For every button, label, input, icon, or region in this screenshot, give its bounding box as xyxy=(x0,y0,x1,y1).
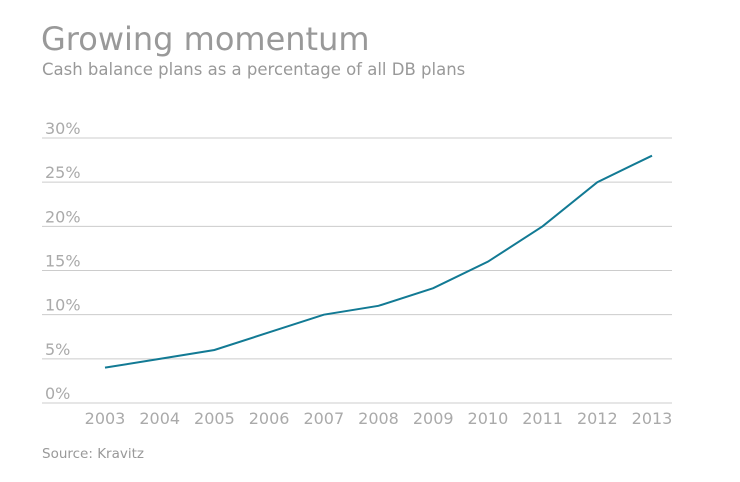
x-tick-label: 2004 xyxy=(139,409,180,428)
x-tick-label: 2008 xyxy=(358,409,399,428)
x-tick-label: 2010 xyxy=(468,409,509,428)
chart-title: Growing momentum xyxy=(41,20,370,58)
series-line xyxy=(104,154,653,369)
x-tick-label: 2013 xyxy=(632,409,673,428)
x-tick-label: 2005 xyxy=(194,409,235,428)
x-tick-label: 2003 xyxy=(85,409,126,428)
source-note: Source: Kravitz xyxy=(42,446,145,462)
x-tick-label: 2006 xyxy=(249,409,290,428)
chart-subtitle: Cash balance plans as a percentage of al… xyxy=(42,60,466,79)
y-tick-label: 5% xyxy=(45,340,70,359)
x-tick-label: 2009 xyxy=(413,409,454,428)
x-tick-label: 2007 xyxy=(303,409,344,428)
y-tick-label: 20% xyxy=(45,207,81,226)
x-tick-label: 2011 xyxy=(522,409,563,428)
y-tick-label: 30% xyxy=(45,119,81,138)
x-tick-label: 2012 xyxy=(577,409,618,428)
y-tick-label: 25% xyxy=(45,163,81,182)
y-tick-label: 10% xyxy=(45,296,81,315)
y-tick-label: 0% xyxy=(45,384,70,403)
y-tick-label: 15% xyxy=(45,252,81,271)
